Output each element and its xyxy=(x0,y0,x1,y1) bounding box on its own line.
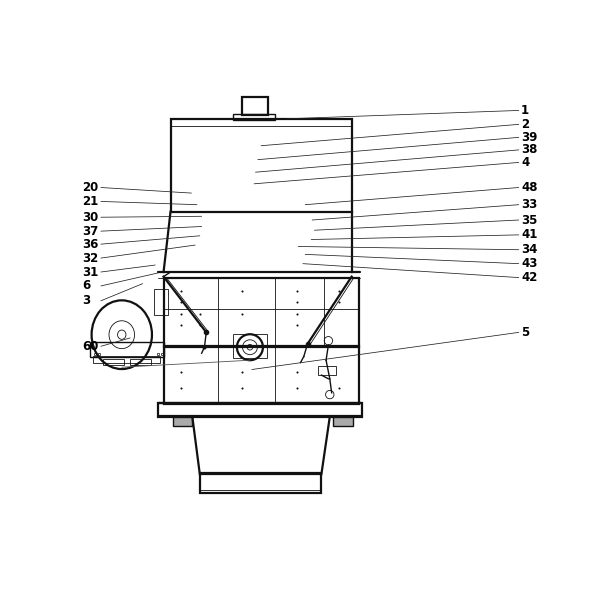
Bar xyxy=(164,346,359,405)
Text: 43: 43 xyxy=(521,257,538,270)
Text: 60: 60 xyxy=(82,340,98,353)
Text: 48: 48 xyxy=(521,181,538,194)
Text: 39: 39 xyxy=(521,131,538,144)
Bar xyxy=(173,417,193,426)
Text: 31: 31 xyxy=(82,265,98,279)
Text: 20: 20 xyxy=(82,181,98,194)
Text: 35: 35 xyxy=(521,213,538,227)
Bar xyxy=(333,417,353,426)
Text: 1: 1 xyxy=(521,104,529,117)
Text: 3: 3 xyxy=(82,294,91,308)
Bar xyxy=(158,403,362,417)
Text: 21: 21 xyxy=(82,195,98,208)
Bar xyxy=(90,342,164,356)
Bar xyxy=(233,114,275,120)
Bar xyxy=(154,289,168,315)
Text: 30: 30 xyxy=(82,210,98,224)
Text: 6: 6 xyxy=(82,279,91,292)
Text: 34: 34 xyxy=(521,243,538,256)
Bar xyxy=(103,359,124,365)
Text: 33: 33 xyxy=(521,198,538,211)
Text: 4: 4 xyxy=(521,156,529,169)
Text: 5: 5 xyxy=(521,326,529,339)
Text: 41: 41 xyxy=(521,229,538,241)
Text: 42: 42 xyxy=(521,271,538,284)
Bar xyxy=(233,334,266,358)
Bar xyxy=(200,473,322,493)
Text: 37: 37 xyxy=(82,225,98,238)
Text: 38: 38 xyxy=(521,144,538,156)
Bar xyxy=(93,356,160,362)
Text: 32: 32 xyxy=(82,251,98,265)
Bar xyxy=(164,277,359,347)
Text: 36: 36 xyxy=(82,238,98,251)
Bar xyxy=(242,98,268,115)
Bar xyxy=(170,119,352,212)
Bar xyxy=(130,359,151,365)
Bar xyxy=(318,366,336,375)
Text: 2: 2 xyxy=(521,118,529,131)
